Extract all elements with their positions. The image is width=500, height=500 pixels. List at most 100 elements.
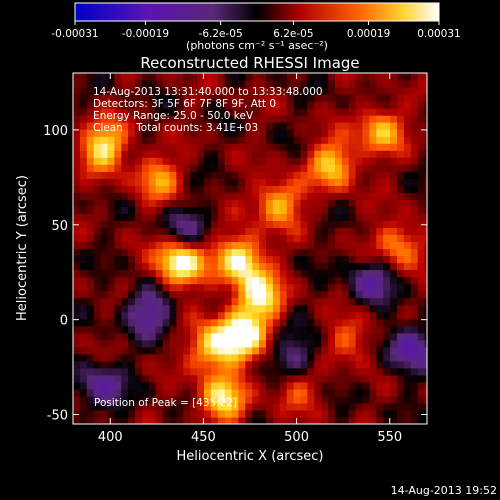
- heatmap-cell: [266, 192, 274, 200]
- heatmap-cell: [93, 213, 102, 221]
- heatmap-cell: [210, 395, 219, 404]
- heatmap-cell: [93, 150, 102, 158]
- heatmap-cell: [93, 129, 102, 137]
- heatmap-cell: [307, 220, 315, 228]
- heatmap-cell: [300, 269, 308, 278]
- heatmap-cell: [86, 80, 95, 88]
- heatmap-cell: [245, 332, 253, 341]
- heatmap-cell: [328, 220, 336, 228]
- heatmap-cell: [348, 192, 357, 200]
- heatmap-cell: [424, 374, 427, 383]
- heatmap-cell: [162, 318, 171, 327]
- heatmap-cell: [424, 388, 427, 397]
- heatmap-cell: [141, 367, 150, 376]
- heatmap-cell: [307, 290, 315, 299]
- heatmap-cell: [300, 248, 308, 257]
- heatmap-cell: [245, 122, 253, 130]
- heatmap-cell: [279, 234, 288, 243]
- heatmap-cell: [410, 206, 419, 214]
- heatmap-cell: [217, 143, 226, 151]
- heatmap-cell: [183, 220, 191, 228]
- heatmap-cell: [204, 143, 212, 151]
- heatmap-cell: [403, 213, 412, 221]
- heatmap-cell: [383, 276, 391, 285]
- heatmap-cell: [293, 220, 302, 228]
- heatmap-cell: [307, 360, 315, 369]
- heatmap-cell: [335, 234, 343, 243]
- heatmap-cell: [272, 150, 281, 158]
- heatmap-cell: [286, 129, 295, 137]
- heatmap-cell: [128, 241, 136, 250]
- heatmap-cell: [190, 353, 198, 362]
- heatmap-cell: [210, 410, 219, 418]
- heatmap-cell: [376, 241, 384, 250]
- heatmap-cell: [293, 388, 302, 397]
- heatmap-cell: [390, 80, 398, 88]
- heatmap-cell: [397, 227, 405, 235]
- y-tick-label: 100: [43, 124, 68, 139]
- heatmap-cell: [266, 213, 274, 221]
- heatmap-cell: [259, 311, 267, 320]
- heatmap-cell: [176, 101, 184, 109]
- heatmap-cell: [307, 353, 315, 362]
- heatmap-cell: [79, 171, 88, 179]
- heatmap-cell: [369, 318, 377, 327]
- heatmap-cell: [417, 304, 426, 313]
- heatmap-cell: [272, 80, 281, 88]
- heatmap-cell: [383, 220, 391, 228]
- heatmap-cell: [279, 143, 288, 151]
- heatmap-cell: [100, 269, 109, 278]
- heatmap-cell: [114, 304, 122, 313]
- heatmap-cell: [128, 381, 136, 390]
- heatmap-cell: [252, 410, 260, 418]
- heatmap-cell: [390, 360, 398, 369]
- heatmap-cell: [169, 388, 177, 397]
- heatmap-cell: [176, 143, 184, 151]
- heatmap-cell: [293, 87, 302, 95]
- heatmap-cell: [390, 346, 398, 355]
- heatmap-cell: [390, 353, 398, 362]
- heatmap-cell: [417, 234, 426, 243]
- heatmap-cell: [272, 171, 281, 179]
- heatmap-cell: [231, 381, 240, 390]
- heatmap-cell: [121, 395, 129, 404]
- heatmap-cell: [286, 255, 295, 264]
- heatmap-cell: [293, 332, 302, 341]
- heatmap-cell: [135, 346, 143, 355]
- heatmap-cell: [403, 87, 412, 95]
- heatmap-cell: [155, 129, 164, 137]
- heatmap-cell: [100, 87, 109, 95]
- heatmap-cell: [348, 410, 357, 418]
- heatmap-cell: [348, 213, 357, 221]
- heatmap-cell: [162, 227, 171, 235]
- heatmap-cell: [190, 304, 198, 313]
- heatmap-cell: [355, 283, 364, 292]
- heatmap-cell: [300, 122, 308, 130]
- heatmap-cell: [307, 234, 315, 243]
- heatmap-cell: [155, 388, 164, 397]
- heatmap-cell: [390, 185, 398, 193]
- heatmap-cell: [217, 206, 226, 214]
- heatmap-cell: [204, 206, 212, 214]
- heatmap-cell: [107, 402, 115, 411]
- heatmap-cell: [279, 395, 288, 404]
- heatmap-cell: [169, 87, 177, 95]
- heatmap-cell: [231, 339, 240, 348]
- heatmap-cell: [355, 101, 364, 109]
- heatmap-cell: [321, 206, 329, 214]
- heatmap-cell: [135, 80, 143, 88]
- heatmap-cell: [231, 353, 240, 362]
- heatmap-cell: [141, 262, 150, 271]
- heatmap-cell: [217, 213, 226, 221]
- heatmap-cell: [114, 227, 122, 235]
- heatmap-cell: [279, 213, 288, 221]
- heatmap-cell: [86, 199, 95, 207]
- heatmap-cell: [390, 199, 398, 207]
- heatmap-cell: [424, 157, 427, 165]
- heatmap-cell: [328, 367, 336, 376]
- heatmap-cell: [135, 402, 143, 411]
- heatmap-cell: [93, 122, 102, 130]
- heatmap-cell: [190, 374, 198, 383]
- heatmap-cell: [424, 395, 427, 404]
- heatmap-cell: [128, 206, 136, 214]
